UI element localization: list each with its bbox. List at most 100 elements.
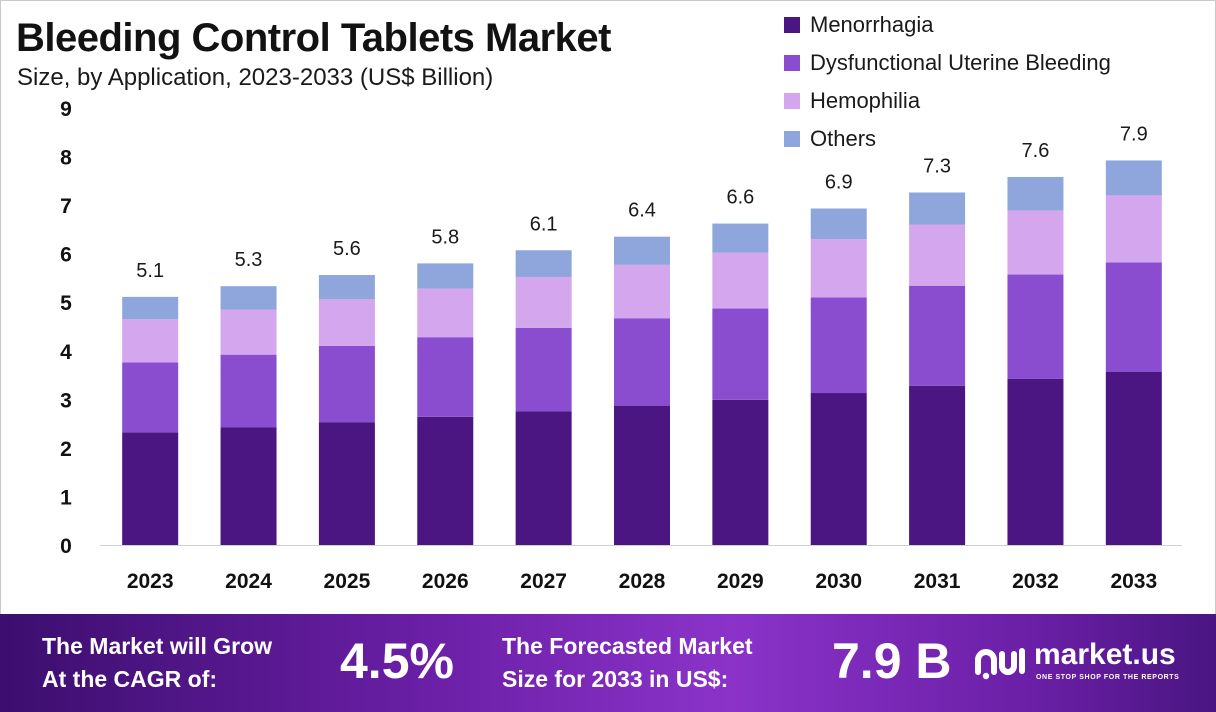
legend-swatch-dub <box>784 55 800 71</box>
bar-segment <box>515 327 572 412</box>
x-tick-label: 2023 <box>127 570 174 593</box>
legend-label-hemophilia: Hemophilia <box>810 88 921 113</box>
legend-item-others: Others <box>784 120 1111 158</box>
bar-segment <box>220 427 277 545</box>
bar-segment <box>1105 371 1162 545</box>
bar-total-label: 6.1 <box>530 213 558 235</box>
bar-total-label: 7.3 <box>923 155 951 177</box>
bar-total-label: 5.3 <box>235 249 263 271</box>
cagr-label: The Market will Grow At the CAGR of: <box>42 630 272 696</box>
cagr-label-line1: The Market will Grow <box>42 633 273 659</box>
bar-total-label: 7.6 <box>1022 140 1050 162</box>
bar-segment <box>810 208 867 240</box>
y-tick-label: 3 <box>60 389 72 412</box>
bar-segment <box>810 393 867 545</box>
bar-segment <box>909 224 966 286</box>
y-tick-label: 2 <box>60 438 72 461</box>
x-tick-label: 2030 <box>815 570 862 593</box>
bar-segment <box>614 264 670 319</box>
legend-swatch-menorrhagia <box>784 17 800 33</box>
bar-segment <box>122 296 179 320</box>
bar-total-label: 6.4 <box>628 200 656 222</box>
bar-segment <box>220 354 277 428</box>
bar-segment <box>712 399 769 545</box>
bar-segment <box>1105 262 1162 372</box>
bar-segment <box>712 252 769 309</box>
legend-swatch-hemophilia <box>784 93 800 109</box>
bar-segment <box>417 288 474 338</box>
footer-banner: The Market will Grow At the CAGR of: 4.5… <box>0 614 1216 712</box>
y-tick-label: 4 <box>60 341 72 364</box>
bar-segment <box>220 309 277 355</box>
x-tick-label: 2033 <box>1110 570 1157 593</box>
x-tick-label: 2032 <box>1012 570 1059 593</box>
bar-segment <box>417 263 474 289</box>
legend-item-menorrhagia: Menorrhagia <box>784 6 1111 44</box>
bar-segment <box>318 345 375 423</box>
forecast-label: The Forecasted Market Size for 2033 in U… <box>502 630 753 696</box>
x-tick-label: 2027 <box>520 570 567 593</box>
bar-total-label: 6.6 <box>726 187 754 209</box>
legend-label-others: Others <box>810 126 877 151</box>
x-tick-label: 2029 <box>717 570 764 593</box>
bar-segment <box>1105 195 1162 263</box>
bar-segment <box>1007 274 1064 379</box>
bar-total-label: 7.9 <box>1120 123 1148 145</box>
bar-total-label: 5.6 <box>333 238 361 260</box>
bar-segment <box>614 318 670 406</box>
bar-total-label: 5.8 <box>431 226 459 248</box>
bar-segment <box>318 422 375 545</box>
bar-segment <box>909 192 966 225</box>
legend-label-menorrhagia: Menorrhagia <box>810 12 934 37</box>
y-tick-label: 6 <box>60 244 72 267</box>
bar-segment <box>810 297 867 394</box>
chart-title: Bleeding Control Tablets Market <box>16 16 611 60</box>
bar-total-label: 6.9 <box>825 172 853 194</box>
cagr-value: 4.5% <box>340 633 454 689</box>
y-tick-label: 1 <box>60 486 72 509</box>
bar-segment <box>220 286 277 310</box>
bar-segment <box>515 276 572 328</box>
bar-segment <box>1007 378 1064 545</box>
forecast-label-line2: Size for 2033 in US$: <box>502 666 729 692</box>
bar-segment <box>318 299 375 346</box>
x-tick-label: 2031 <box>914 570 961 593</box>
legend-swatch-others <box>784 131 800 147</box>
bar-segment <box>515 250 572 277</box>
stacked-bar-chart: 0 1 2 3 4 5 6 7 8 9 5.1 2023 5.3 2024 5.6 2025 5.8 2026 6.… <box>60 98 1182 593</box>
forecast-value: 7.9 B <box>832 633 952 689</box>
bar-segment <box>712 223 769 253</box>
bar-segment <box>614 236 670 265</box>
x-tick-label: 2028 <box>619 570 666 593</box>
legend: Menorrhagia Dysfunctional Uterine Bleedi… <box>784 6 1111 158</box>
bar-segment <box>1007 210 1064 275</box>
bar-segment <box>1105 160 1162 196</box>
chart-subtitle: Size, by Application, 2023-2033 (US$ Bil… <box>17 64 494 91</box>
bar-segment <box>712 308 769 400</box>
y-tick-label: 0 <box>60 535 72 558</box>
legend-item-dub: Dysfunctional Uterine Bleeding <box>784 44 1111 82</box>
x-tick-label: 2025 <box>324 570 371 593</box>
legend-item-hemophilia: Hemophilia <box>784 82 1111 120</box>
bar-segment <box>810 239 867 298</box>
bar-segment <box>122 432 179 545</box>
legend-label-dub: Dysfunctional Uterine Bleeding <box>810 50 1111 75</box>
bar-segment <box>1007 176 1064 211</box>
y-tick-label: 8 <box>60 147 72 170</box>
bar-segment <box>614 405 670 545</box>
bar-segment <box>122 319 179 363</box>
brand-name: market.us <box>1034 638 1176 671</box>
bar-segment <box>909 385 966 545</box>
forecast-label-line1: The Forecasted Market <box>502 633 753 659</box>
bar-segment <box>318 275 375 300</box>
brand-tagline: ONE STOP SHOP FOR THE REPORTS <box>1036 674 1180 681</box>
y-tick-label: 7 <box>60 195 72 218</box>
bar-total-label: 5.1 <box>136 260 164 282</box>
y-tick-label: 5 <box>60 292 72 315</box>
bar-segment <box>417 416 474 545</box>
bar-segment <box>417 337 474 417</box>
bar-segment <box>122 362 179 433</box>
bar-segment <box>909 285 966 386</box>
bar-segment <box>515 411 572 545</box>
cagr-label-line2: At the CAGR of: <box>42 666 218 692</box>
